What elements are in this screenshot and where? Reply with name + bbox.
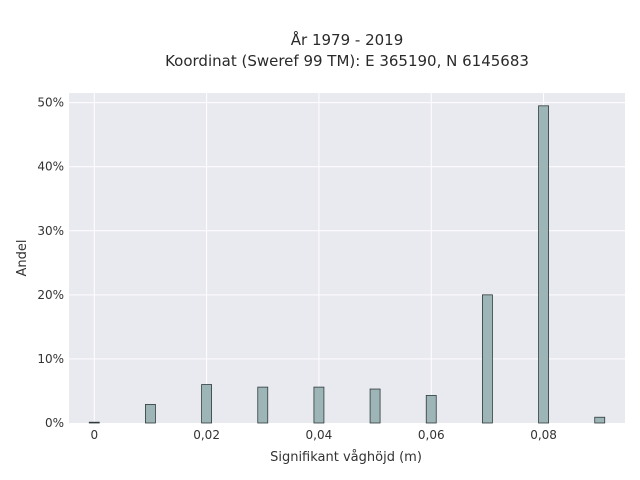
histogram-bar: [201, 384, 212, 424]
chart-title-line-2: Koordinat (Sweref 99 TM): E 365190, N 61…: [165, 52, 529, 70]
y-tick-label: 30%: [37, 224, 64, 238]
y-tick-label: 0%: [45, 416, 64, 430]
x-tick-label: 0,06: [418, 428, 445, 442]
histogram-bar: [425, 395, 437, 424]
histogram-bar: [369, 388, 381, 424]
histogram-bar: [482, 294, 493, 424]
y-tick-label: 40%: [37, 160, 64, 174]
histogram-bar: [538, 105, 549, 424]
y-axis-label: Andel: [15, 240, 30, 277]
tick-labels: 0% 10% 20% 30% 40% 50% 0 0,02 0,04 0,06 0,08: [37, 96, 557, 442]
histogram-bar: [257, 386, 269, 424]
x-axis-label: Signifikant våghöjd (m): [270, 450, 422, 465]
x-tick-label: 0,02: [193, 428, 220, 442]
bars: [88, 105, 606, 424]
histogram-bar: [88, 421, 100, 424]
x-tick-label: 0,04: [306, 428, 333, 442]
chart-title-line-1: År 1979 - 2019: [291, 30, 404, 49]
plot-area: [69, 93, 625, 423]
histogram-bar: [313, 386, 325, 424]
y-tick-label: 10%: [37, 352, 64, 366]
y-tick-label: 50%: [37, 96, 64, 110]
x-tick-label: 0,08: [530, 428, 557, 442]
y-tick-label: 20%: [37, 288, 64, 302]
histogram-bar: [145, 404, 156, 424]
histogram-bar: [594, 416, 606, 424]
x-tick-label: 0: [90, 428, 98, 442]
